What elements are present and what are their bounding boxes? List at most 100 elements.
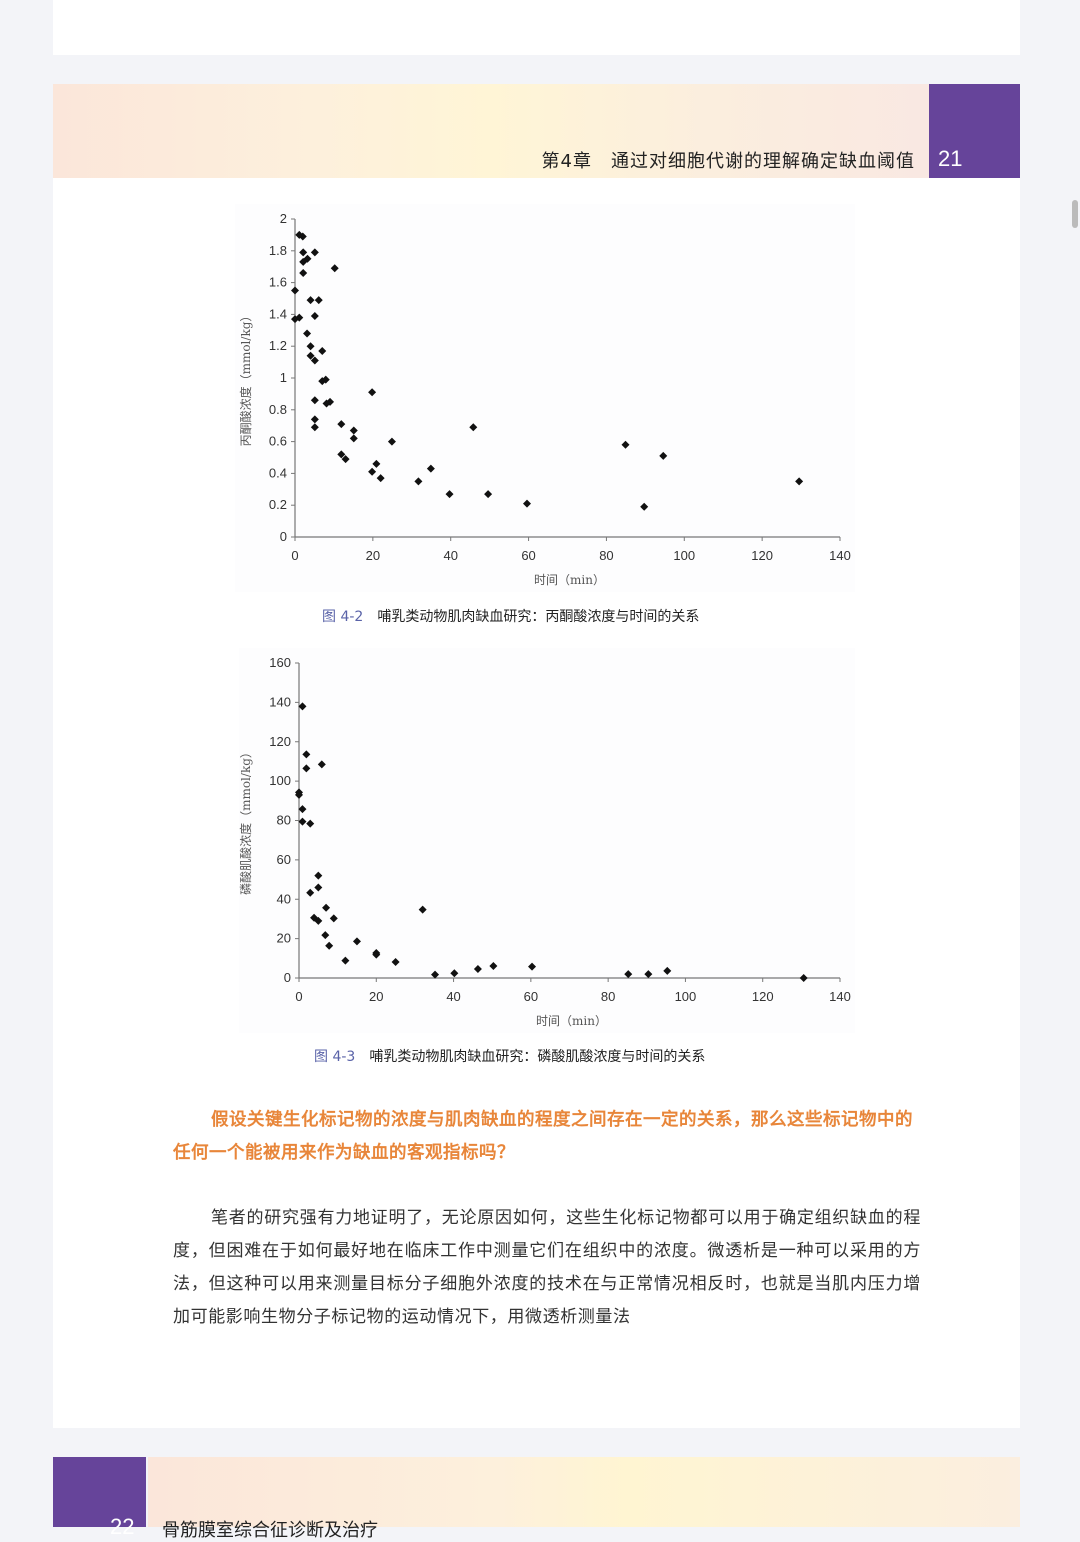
x-tick-label: 40: [443, 548, 457, 563]
data-point: [298, 817, 307, 826]
y-tick-label: 1.8: [269, 243, 287, 258]
data-point: [321, 931, 330, 940]
data-point: [314, 871, 323, 880]
data-point: [317, 760, 326, 769]
data-point: [298, 805, 307, 814]
data-point: [306, 342, 315, 351]
data-point: [314, 883, 323, 892]
next-page-number-box: [53, 1457, 146, 1527]
scrollbar[interactable]: [1072, 200, 1078, 228]
data-point: [484, 490, 493, 499]
data-point: [329, 914, 338, 923]
page-number-box: [929, 84, 1020, 178]
data-point: [310, 248, 319, 257]
data-point: [310, 396, 319, 405]
data-point: [330, 264, 339, 273]
header-band: [53, 84, 929, 178]
x-tick-label: 60: [524, 989, 538, 1004]
data-point: [621, 440, 630, 449]
y-axis-label: 丙酮酸浓度（mmol/kg）: [238, 310, 253, 447]
data-point: [418, 905, 427, 914]
data-point: [306, 296, 315, 305]
y-tick-label: 40: [277, 891, 291, 906]
data-point: [489, 961, 498, 970]
data-point: [306, 888, 315, 897]
page-number: 21: [938, 146, 963, 171]
data-point: [387, 437, 396, 446]
data-point: [302, 764, 311, 773]
x-tick-label: 40: [446, 989, 460, 1004]
data-point: [299, 248, 308, 257]
data-point: [644, 970, 653, 979]
x-tick-label: 120: [751, 548, 773, 563]
y-tick-label: 0.8: [269, 402, 287, 417]
data-point: [391, 958, 400, 967]
data-point: [303, 329, 312, 338]
data-point: [337, 420, 346, 429]
next-page-number: 22: [110, 1514, 135, 1539]
y-tick-label: 1: [280, 370, 287, 385]
y-tick-label: 1.4: [269, 306, 287, 321]
x-axis-label: 时间（min）: [536, 1014, 607, 1028]
y-tick-label: 1.2: [269, 338, 287, 353]
y-tick-label: 0: [284, 970, 291, 985]
data-point: [322, 903, 331, 912]
data-point: [306, 351, 315, 360]
data-point: [523, 499, 532, 508]
y-axis-label: 磷酸肌酸浓度（mmol/kg）: [238, 746, 253, 895]
y-tick-label: 0.6: [269, 434, 287, 449]
data-point: [303, 254, 312, 263]
data-point: [310, 423, 319, 432]
x-tick-label: 20: [369, 989, 383, 1004]
data-point: [431, 970, 440, 979]
figure-4-3-caption: 图 4-3 哺乳类动物肌肉缺血研究：磷酸肌酸浓度与时间的关系: [314, 1046, 705, 1066]
y-tick-label: 60: [277, 852, 291, 867]
x-tick-label: 60: [521, 548, 535, 563]
data-point: [318, 346, 327, 355]
data-point: [306, 819, 315, 828]
y-tick-label: 20: [277, 931, 291, 946]
data-point: [450, 969, 459, 978]
x-tick-label: 100: [675, 989, 697, 1004]
data-point: [298, 232, 307, 241]
data-point: [663, 966, 672, 975]
data-point: [314, 916, 323, 925]
data-point: [473, 964, 482, 973]
question-heading: 假设关键生化标记物的浓度与肌肉缺血的程度之间存在一定的关系，那么这些标记物中的任…: [173, 1110, 913, 1163]
y-tick-label: 2: [280, 211, 287, 226]
x-tick-label: 0: [291, 548, 298, 563]
data-point: [321, 375, 330, 384]
data-point: [528, 962, 537, 971]
data-point: [414, 477, 423, 486]
body-paragraph: 笔者的研究强有力地证明了，无论原因如何，这些生化标记物都可以用于确定组织缺血的程…: [173, 1208, 921, 1327]
data-point: [352, 937, 361, 946]
figure-number: 图 4-3: [314, 1049, 356, 1065]
data-point: [659, 451, 668, 460]
x-tick-label: 20: [366, 548, 380, 563]
x-tick-label: 80: [599, 548, 613, 563]
x-tick-label: 80: [601, 989, 615, 1004]
data-point: [291, 286, 299, 295]
data-point: [368, 388, 377, 397]
figure-number: 图 4-2: [322, 609, 364, 625]
y-tick-label: 0.4: [269, 465, 287, 480]
data-point: [640, 502, 649, 511]
data-point: [372, 950, 381, 959]
data-point: [469, 423, 478, 432]
data-point: [349, 434, 358, 443]
figure-4-2-caption: 图 4-2 哺乳类动物肌肉缺血研究：丙酮酸浓度与时间的关系: [322, 606, 699, 626]
plot-background: [239, 648, 855, 1033]
data-point: [325, 941, 334, 950]
data-point: [314, 296, 323, 305]
data-point: [445, 490, 454, 499]
data-point: [299, 269, 308, 278]
x-axis-label: 时间（min）: [534, 573, 605, 587]
data-point: [326, 397, 335, 406]
x-tick-label: 140: [829, 548, 851, 563]
data-point: [295, 313, 304, 322]
x-tick-label: 100: [673, 548, 695, 563]
data-point: [298, 702, 307, 711]
data-point: [310, 356, 319, 365]
